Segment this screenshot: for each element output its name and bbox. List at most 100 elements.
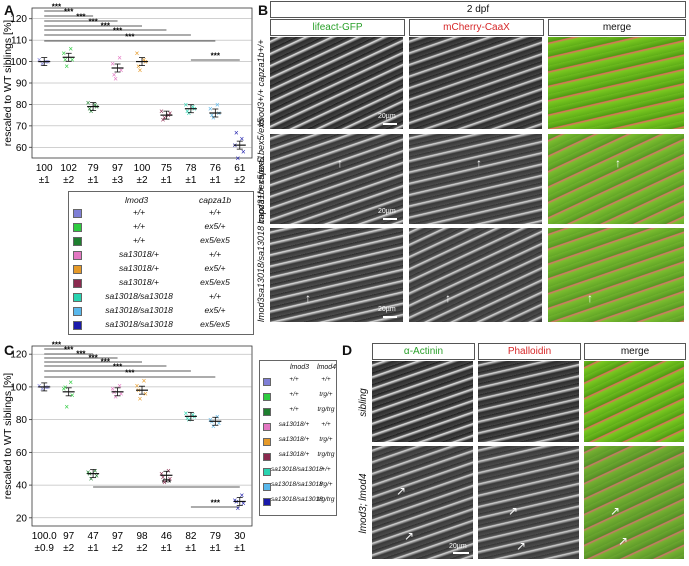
data-point: × xyxy=(87,105,92,114)
significance-label: *** xyxy=(101,22,111,31)
scale-bar-label: 20µm xyxy=(378,113,396,120)
data-point: × xyxy=(211,113,216,122)
y-tick-label: 40 xyxy=(16,481,28,492)
legend-genotype-2: +/+ xyxy=(321,466,331,473)
data-point: × xyxy=(64,403,69,412)
mean-label: 47 xyxy=(88,531,100,542)
panel-d-image xyxy=(478,361,579,442)
data-point: × xyxy=(239,491,244,500)
data-point: × xyxy=(166,466,171,475)
panel-b-col-lifeact: lifeact-GFP xyxy=(270,19,405,36)
panel-d-col-phalloidin: Phalloidin xyxy=(478,343,581,360)
panel-b-image xyxy=(409,134,542,224)
mean-label: 61 xyxy=(234,163,246,174)
mean-label: 97 xyxy=(112,163,124,174)
legend-swatch xyxy=(73,237,82,246)
panel-b-top-header: 2 dpf xyxy=(270,1,686,18)
legend-genotype-1: sa13018/sa13018 xyxy=(271,466,323,473)
sem-label: ±1 xyxy=(234,543,245,554)
data-point: × xyxy=(40,60,45,69)
mean-label: 75 xyxy=(161,163,173,174)
data-point: × xyxy=(232,496,237,505)
legend-swatch xyxy=(263,468,271,476)
legend-c-header-2: lmod4 xyxy=(317,364,337,371)
data-point: × xyxy=(215,412,220,421)
panel-b-image xyxy=(270,134,403,224)
data-point: × xyxy=(168,109,173,118)
legend-a: lmod3 capza1b +/+ +/+ +/+ ex5/+ +/+ ex5/ex5 sa… xyxy=(68,191,254,335)
significance-label: *** xyxy=(113,363,123,372)
data-point: × xyxy=(136,62,141,71)
panel-b-image xyxy=(409,228,542,322)
legend-genotype-2: trg/trg xyxy=(317,496,335,503)
data-point: × xyxy=(161,115,166,124)
sem-label: ±2 xyxy=(112,543,123,554)
mean-label: 100.0 xyxy=(32,531,57,542)
data-point: × xyxy=(241,148,246,157)
data-point: × xyxy=(234,128,239,137)
scale-bar xyxy=(383,316,397,318)
legend-row: sa13018/+ +/+ xyxy=(260,420,336,433)
data-point: × xyxy=(191,411,196,420)
legend-genotype-2: ex5/ex5 xyxy=(200,277,230,287)
data-point: × xyxy=(239,135,244,144)
data-point: × xyxy=(63,55,68,64)
legend-row: +/+ ex5/+ xyxy=(69,220,253,233)
data-point: × xyxy=(89,107,94,116)
legend-row: sa13018/sa13018 ex5/ex5 xyxy=(69,318,253,331)
data-point: × xyxy=(185,107,190,116)
significance-label: *** xyxy=(162,479,172,488)
data-point: × xyxy=(93,100,98,109)
panel-d-image xyxy=(372,361,473,442)
legend-row: sa13018/+ ex5/ex5 xyxy=(69,276,253,289)
legend-genotype-2: trg/+ xyxy=(319,391,333,398)
data-point: × xyxy=(215,100,220,109)
sem-label: ±2 xyxy=(63,543,74,554)
data-point: × xyxy=(119,66,124,75)
y-tick-label: 60 xyxy=(16,143,28,154)
legend-a-header-2: capza1b xyxy=(199,195,232,205)
y-tick-label: 120 xyxy=(10,14,27,25)
arrow-icon: ↑ xyxy=(615,156,621,170)
mean-label: 102 xyxy=(60,163,77,174)
data-point: × xyxy=(37,55,42,64)
scale-bar xyxy=(383,218,397,220)
legend-swatch xyxy=(263,378,271,386)
data-point: × xyxy=(89,475,94,484)
data-point: × xyxy=(94,471,99,480)
panel-d-image xyxy=(584,446,684,559)
panel-letter-a: A xyxy=(4,2,15,18)
data-point: × xyxy=(161,473,166,482)
panel-letter-c: C xyxy=(4,342,15,358)
data-point: × xyxy=(159,470,164,479)
legend-row: +/+ trg/trg xyxy=(260,405,336,418)
arrow-icon: ↑ xyxy=(587,291,593,305)
significance-label: *** xyxy=(101,358,111,367)
data-point: × xyxy=(159,107,164,116)
panel-b-col-merge: merge xyxy=(548,19,686,36)
sem-label: ±2 xyxy=(136,543,147,554)
legend-genotype-2: ex5/+ xyxy=(204,263,226,273)
significance-label: *** xyxy=(113,27,123,36)
legend-genotype-1: +/+ xyxy=(132,207,146,217)
y-tick-label: 80 xyxy=(16,415,28,426)
y-tick-label: 20 xyxy=(16,513,28,524)
legend-genotype-1: sa13018/+ xyxy=(119,249,159,259)
data-point: × xyxy=(70,391,75,400)
legend-row: sa13018/sa13018 ex5/+ xyxy=(69,304,253,317)
legend-swatch xyxy=(73,307,82,316)
y-tick-label: 100 xyxy=(10,57,27,68)
mean-label: 100 xyxy=(36,163,53,174)
mean-label: 76 xyxy=(210,163,222,174)
arrow-icon: ↗ xyxy=(508,504,519,518)
sem-label: ±2 xyxy=(234,175,245,186)
data-point: × xyxy=(162,113,167,122)
arrow-icon: ↑ xyxy=(337,156,343,170)
legend-genotype-2: ex5/+ xyxy=(204,221,226,231)
sem-label: ±1 xyxy=(210,543,221,554)
mean-label: 79 xyxy=(88,163,100,174)
panel-b-row-label: lmod3sa13018/sa13018 capza1bex5/ex5 xyxy=(256,157,266,322)
y-tick-label: 100 xyxy=(10,382,27,393)
panel-d-col-actinin: α-Actinin xyxy=(372,343,475,360)
data-point: × xyxy=(112,70,117,79)
